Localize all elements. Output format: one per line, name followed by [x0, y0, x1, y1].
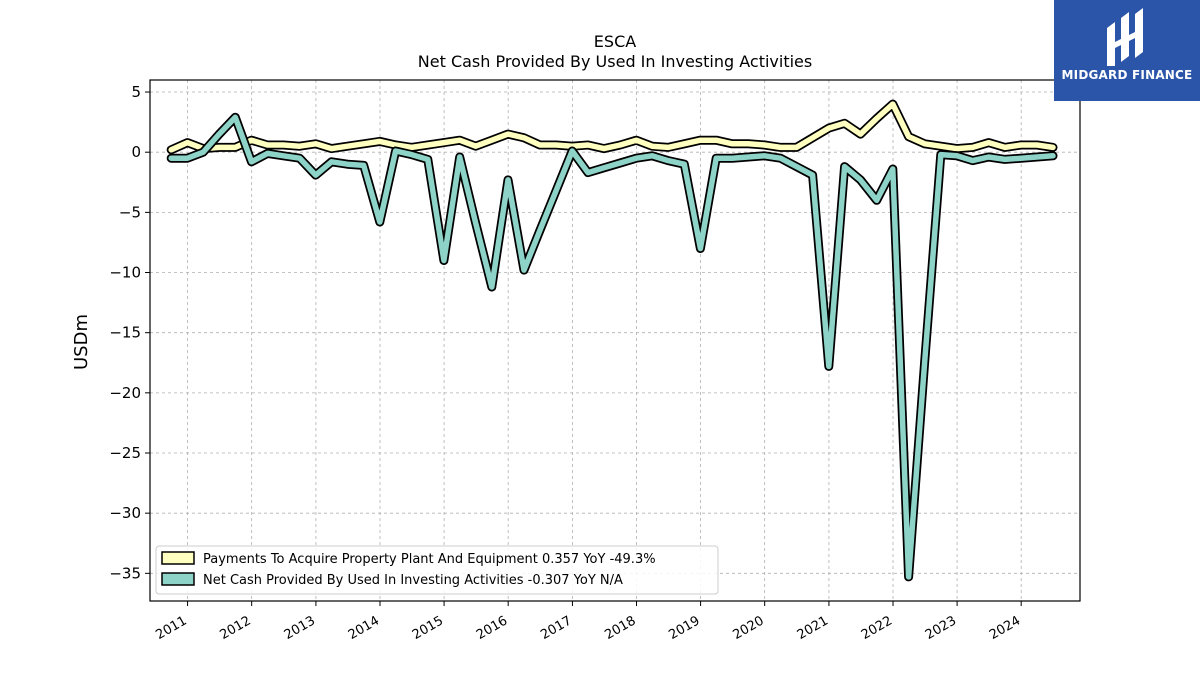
y-tick-label: −15: [109, 324, 141, 342]
x-tick-label: 2020: [731, 613, 767, 643]
x-tick-label: 2024: [987, 613, 1023, 643]
y-tick-label: −5: [119, 203, 141, 221]
x-tick-label: 2013: [282, 613, 318, 643]
y-tick-label: 0: [131, 143, 141, 161]
y-tick-label: −10: [109, 264, 141, 282]
y-tick-label: −35: [109, 564, 141, 582]
x-tick-label: 2015: [410, 613, 446, 643]
y-axis-label: USDm: [71, 314, 92, 370]
plot-frame: [149, 79, 1081, 602]
y-tick-label: 5: [131, 83, 141, 101]
legend-box: [155, 545, 719, 595]
x-tick-label: 2022: [859, 613, 895, 643]
y-tick-label: −30: [109, 504, 141, 522]
x-tick-label: 2012: [217, 613, 253, 643]
legend-label-net-cash: Net Cash Provided By Used In Investing A…: [203, 573, 623, 588]
chart-title: ESCA: [594, 32, 636, 51]
x-tick-label: 2016: [474, 613, 510, 643]
plot-lines: [166, 99, 1058, 582]
x-tick-label: 2017: [538, 613, 574, 643]
series-line-outline-1: [166, 112, 1058, 582]
x-tick-label: 2021: [795, 613, 831, 643]
x-tick-label: 2018: [602, 613, 638, 643]
legend-swatch-payments: [161, 551, 195, 565]
legend: Payments To Acquire Property Plant And E…: [155, 545, 719, 595]
y-tick-label: −20: [109, 384, 141, 402]
legend-label-payments: Payments To Acquire Property Plant And E…: [203, 552, 656, 567]
x-tick-label: 2014: [346, 613, 382, 643]
x-tick-label: 2023: [923, 613, 959, 643]
x-tick-label: 2019: [666, 613, 702, 643]
x-tick-label: 2011: [153, 613, 189, 643]
chart-subtitle: Net Cash Provided By Used In Investing A…: [418, 52, 812, 71]
y-tick-label: −25: [109, 444, 141, 462]
logo-text: MIDGARD FINANCE: [1061, 68, 1193, 82]
legend-swatch-net-cash: [161, 572, 195, 586]
midgard-logo: MIDGARD FINANCE: [1054, 0, 1200, 101]
series-line-1: [168, 114, 1056, 580]
midgard-logo-icon: [1107, 8, 1143, 66]
series-line-0: [168, 101, 1056, 153]
